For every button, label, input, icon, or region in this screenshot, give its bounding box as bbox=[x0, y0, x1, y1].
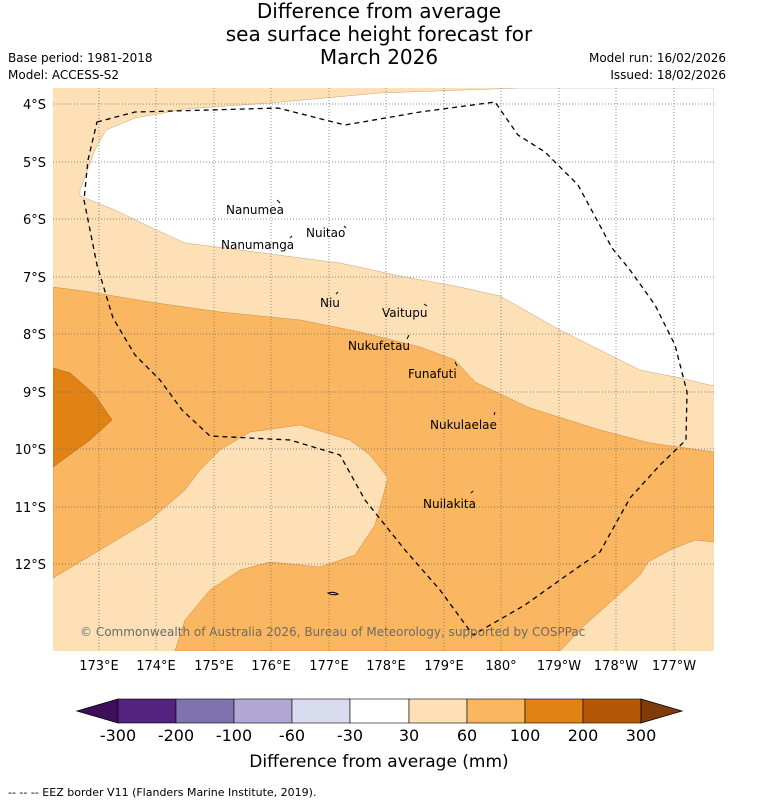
place-label: Nukufetau bbox=[348, 339, 410, 353]
lon-label: 179°W bbox=[537, 659, 581, 674]
colorbar-swatch bbox=[466, 698, 526, 724]
colorbar-extend-high bbox=[640, 698, 684, 724]
colorbar: -300 -200 -100 -60 -30 30 60 100 200 300… bbox=[75, 698, 684, 772]
contour-100-200 bbox=[53, 367, 113, 468]
colorbar-swatch bbox=[408, 698, 468, 724]
island-marks bbox=[276, 199, 496, 494]
place-label: Funafuti bbox=[408, 367, 457, 381]
gridlines bbox=[53, 88, 714, 651]
meta-right: Model run: 16/02/2026 Issued: 18/02/2026 bbox=[589, 50, 726, 84]
colorbar-swatch bbox=[233, 698, 293, 724]
title-line-2: sea surface height forecast for bbox=[225, 22, 533, 46]
colorbar-tick: -60 bbox=[279, 726, 305, 745]
place-label: Nanumanga bbox=[221, 238, 294, 252]
colorbar-swatch bbox=[291, 698, 351, 724]
colorbar-tick: 30 bbox=[399, 726, 419, 745]
island-funafuti bbox=[454, 361, 458, 367]
island-nanumea bbox=[276, 199, 281, 204]
colorbar-tick: -30 bbox=[337, 726, 363, 745]
colorbar-swatch bbox=[117, 698, 177, 724]
lat-label: 11°S bbox=[15, 501, 46, 516]
colorbar-swatch bbox=[349, 698, 410, 724]
island-nuitao bbox=[343, 225, 347, 229]
colorbar-tick: 60 bbox=[457, 726, 477, 745]
lat-label: 4°S bbox=[23, 98, 46, 113]
place-label: Nuitao bbox=[306, 226, 345, 240]
meta-left: Base period: 1981-2018 Model: ACCESS-S2 bbox=[8, 50, 153, 84]
lon-label: 176°E bbox=[251, 659, 291, 674]
model-run: Model run: 16/02/2026 bbox=[588, 51, 726, 65]
colorbar-tick: 300 bbox=[626, 726, 657, 745]
colorbar-tick: -300 bbox=[100, 726, 136, 745]
colorbar-tick: 100 bbox=[510, 726, 541, 745]
lat-label: 5°S bbox=[23, 156, 46, 171]
island-nanumanga bbox=[289, 235, 293, 239]
place-label: Vaitupu bbox=[382, 306, 428, 320]
lat-label: 9°S bbox=[23, 386, 46, 401]
map-title: Difference from average sea surface heig… bbox=[0, 0, 758, 69]
lat-label: 8°S bbox=[23, 328, 46, 343]
colorbar-tick: -200 bbox=[158, 726, 194, 745]
lon-label: 178°E bbox=[366, 659, 406, 674]
longitude-labels: 173°E 174°E 175°E 176°E 177°E 178°E 179°… bbox=[79, 659, 696, 674]
latitude-labels: 4°S 5°S 6°S 7°S 8°S 9°S 10°S 11°S 12°S bbox=[15, 98, 46, 573]
lon-label: 174°E bbox=[136, 659, 176, 674]
colorbar-tick: -100 bbox=[216, 726, 252, 745]
lon-label: 177°E bbox=[309, 659, 349, 674]
contour-60-100 bbox=[53, 286, 714, 651]
small-contour bbox=[326, 591, 340, 596]
place-label: Nukulaelae bbox=[430, 418, 497, 432]
colorbar-tick: 200 bbox=[568, 726, 599, 745]
map-area: Nanumea Nuitao Nanumanga Niu Vaitupu Nuk… bbox=[53, 88, 714, 651]
lon-label: 178°W bbox=[594, 659, 638, 674]
base-period: Base period: 1981-2018 bbox=[8, 51, 153, 65]
colorbar-swatch bbox=[582, 698, 642, 724]
eez-footnote: -- -- -- EEZ border V11 (Flanders Marine… bbox=[8, 786, 317, 799]
island-vaitupu bbox=[423, 303, 428, 307]
lon-label: 175°E bbox=[194, 659, 234, 674]
island-nukufetau bbox=[406, 334, 410, 340]
lon-label: 173°E bbox=[79, 659, 119, 674]
title-line-3: March 2026 bbox=[319, 45, 439, 69]
lat-label: 10°S bbox=[15, 443, 46, 458]
colorbar-extend-low bbox=[75, 698, 119, 724]
lat-label: 12°S bbox=[15, 558, 46, 573]
lon-label: 179°E bbox=[424, 659, 464, 674]
island-nuilakita bbox=[470, 490, 474, 494]
lon-label: 180° bbox=[485, 659, 516, 674]
copyright-text: © Commonwealth of Australia 2026, Bureau… bbox=[80, 625, 585, 639]
title-line-1: Difference from average bbox=[256, 0, 502, 23]
place-label: Nuilakita bbox=[423, 497, 476, 511]
eez-border bbox=[83, 101, 688, 636]
colorbar-label: Difference from average (mm) bbox=[249, 752, 508, 772]
place-label: Nanumea bbox=[226, 203, 284, 217]
place-label: Niu bbox=[320, 296, 340, 310]
colorbar-swatch bbox=[175, 698, 235, 724]
lon-label: 177°W bbox=[652, 659, 696, 674]
issued-date: Issued: 18/02/2026 bbox=[610, 68, 726, 82]
colorbar-swatch bbox=[524, 698, 584, 724]
model-name: Model: ACCESS-S2 bbox=[8, 68, 120, 82]
lat-label: 6°S bbox=[23, 213, 46, 228]
lat-label: 7°S bbox=[23, 271, 46, 286]
island-niu bbox=[335, 291, 339, 295]
island-nukulaelae bbox=[493, 411, 496, 416]
